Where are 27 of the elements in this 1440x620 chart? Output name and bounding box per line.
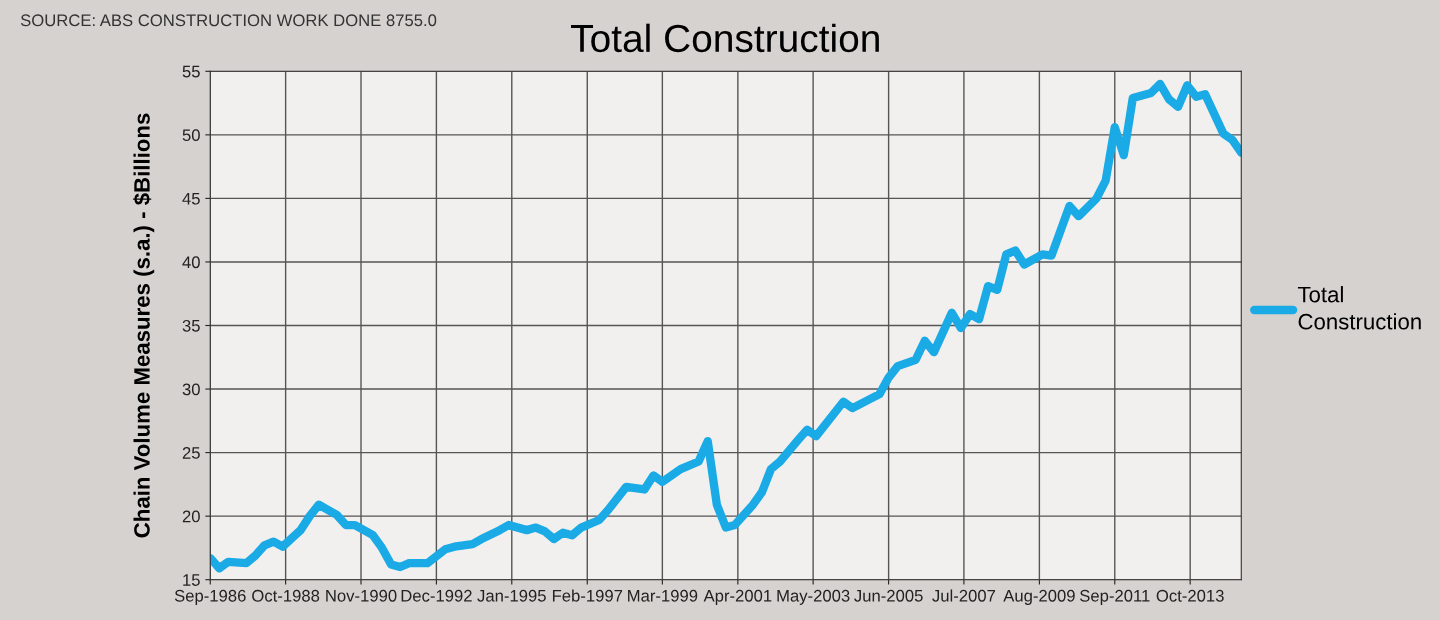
- x-tick-label: Sep-1986: [174, 589, 246, 605]
- y-tick-label: 45: [182, 192, 200, 205]
- x-tick-label: Feb-1997: [552, 589, 623, 602]
- y-tick-label: 20: [182, 510, 200, 523]
- y-tick-label: 15: [183, 574, 200, 586]
- y-axis-title: Chain Volume Measures (s.a.) - $Billions: [133, 113, 155, 538]
- legend-label: Total Construction: [1297, 286, 1421, 330]
- x-tick-label: Jul-2007: [932, 589, 996, 602]
- chart-title: Total Construction: [571, 23, 879, 53]
- x-tick-label: May-2003: [777, 589, 850, 605]
- y-tick-label: 35: [182, 319, 200, 332]
- y-tick-label: 55: [182, 65, 200, 78]
- x-tick-label: Oct-2013: [1156, 589, 1224, 602]
- y-tick-label: 50: [182, 129, 200, 142]
- y-tick-label: 25: [182, 447, 200, 459]
- x-tick-label: Dec-1992: [401, 589, 472, 602]
- x-tick-label: Apr-2001: [703, 589, 772, 605]
- x-tick-label: Nov-1990: [326, 589, 397, 602]
- x-tick-label: Sep-2011: [1080, 589, 1150, 605]
- x-tick-label: Mar-1999: [628, 589, 698, 602]
- x-tick-label: Jun-2005: [854, 589, 923, 602]
- x-tick-label: Jan-1995: [477, 589, 546, 602]
- x-tick-label: Oct-1988: [252, 589, 320, 602]
- y-tick-label: 30: [182, 383, 200, 396]
- source-note: SOURCE: ABS CONSTRUCTION WORK DONE 8755.0: [20, 14, 437, 27]
- x-tick-label: Aug-2009: [1003, 589, 1075, 605]
- y-tick-label: 40: [182, 256, 200, 269]
